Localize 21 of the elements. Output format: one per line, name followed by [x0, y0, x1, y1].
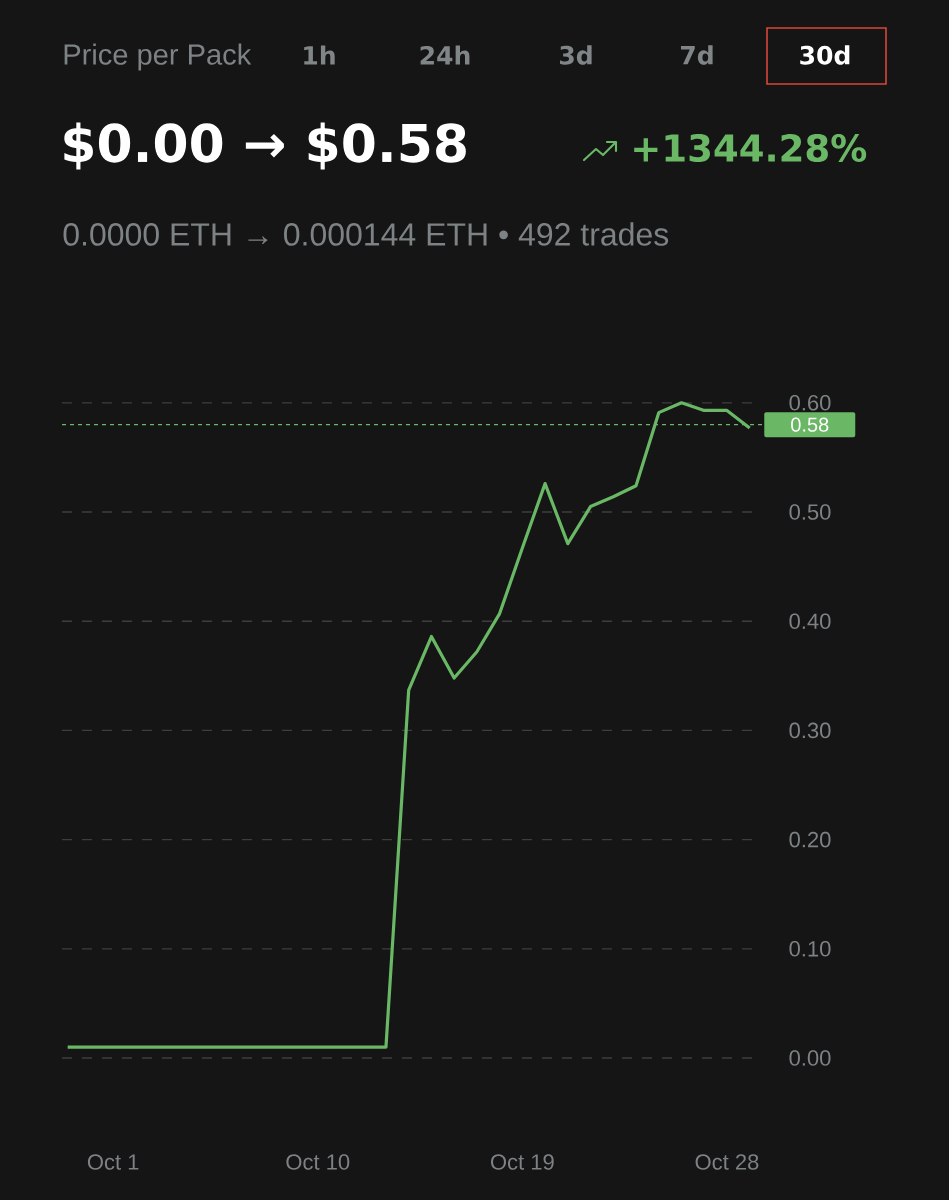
y-tick-label: 0.10 — [789, 941, 831, 957]
y-tick-label: 0.20 — [789, 831, 831, 848]
x-tick-label: Oct 28 — [695, 1154, 759, 1170]
chart-title: Price per Pack — [64, 43, 252, 71]
x-tick-label: Oct 19 — [490, 1154, 554, 1170]
text: 0.0000 ETH → 0.000144 ETH • 492 trades — [63, 222, 669, 246]
x-tick-label: Oct 10 — [286, 1154, 350, 1170]
text: +1344.28% — [634, 133, 867, 163]
text: 24h — [420, 45, 470, 65]
text: 3d — [559, 45, 592, 65]
text: 30d — [800, 45, 850, 65]
chart-subtitle: $0.00 → $0.58 — [64, 122, 466, 170]
text: 7d — [680, 45, 713, 65]
text: 1h — [304, 45, 335, 65]
x-tick-label: Oct 1 — [87, 1154, 139, 1170]
y-tick-label: 0.30 — [789, 722, 831, 739]
y-tick-label: 0.40 — [789, 613, 831, 629]
y-tick-label: 0.00 — [789, 1050, 831, 1066]
ref-line-label: 0.58 — [791, 417, 829, 432]
y-tick-label: 0.50 — [789, 504, 831, 520]
y-tick-label: 0.60 — [789, 395, 831, 411]
